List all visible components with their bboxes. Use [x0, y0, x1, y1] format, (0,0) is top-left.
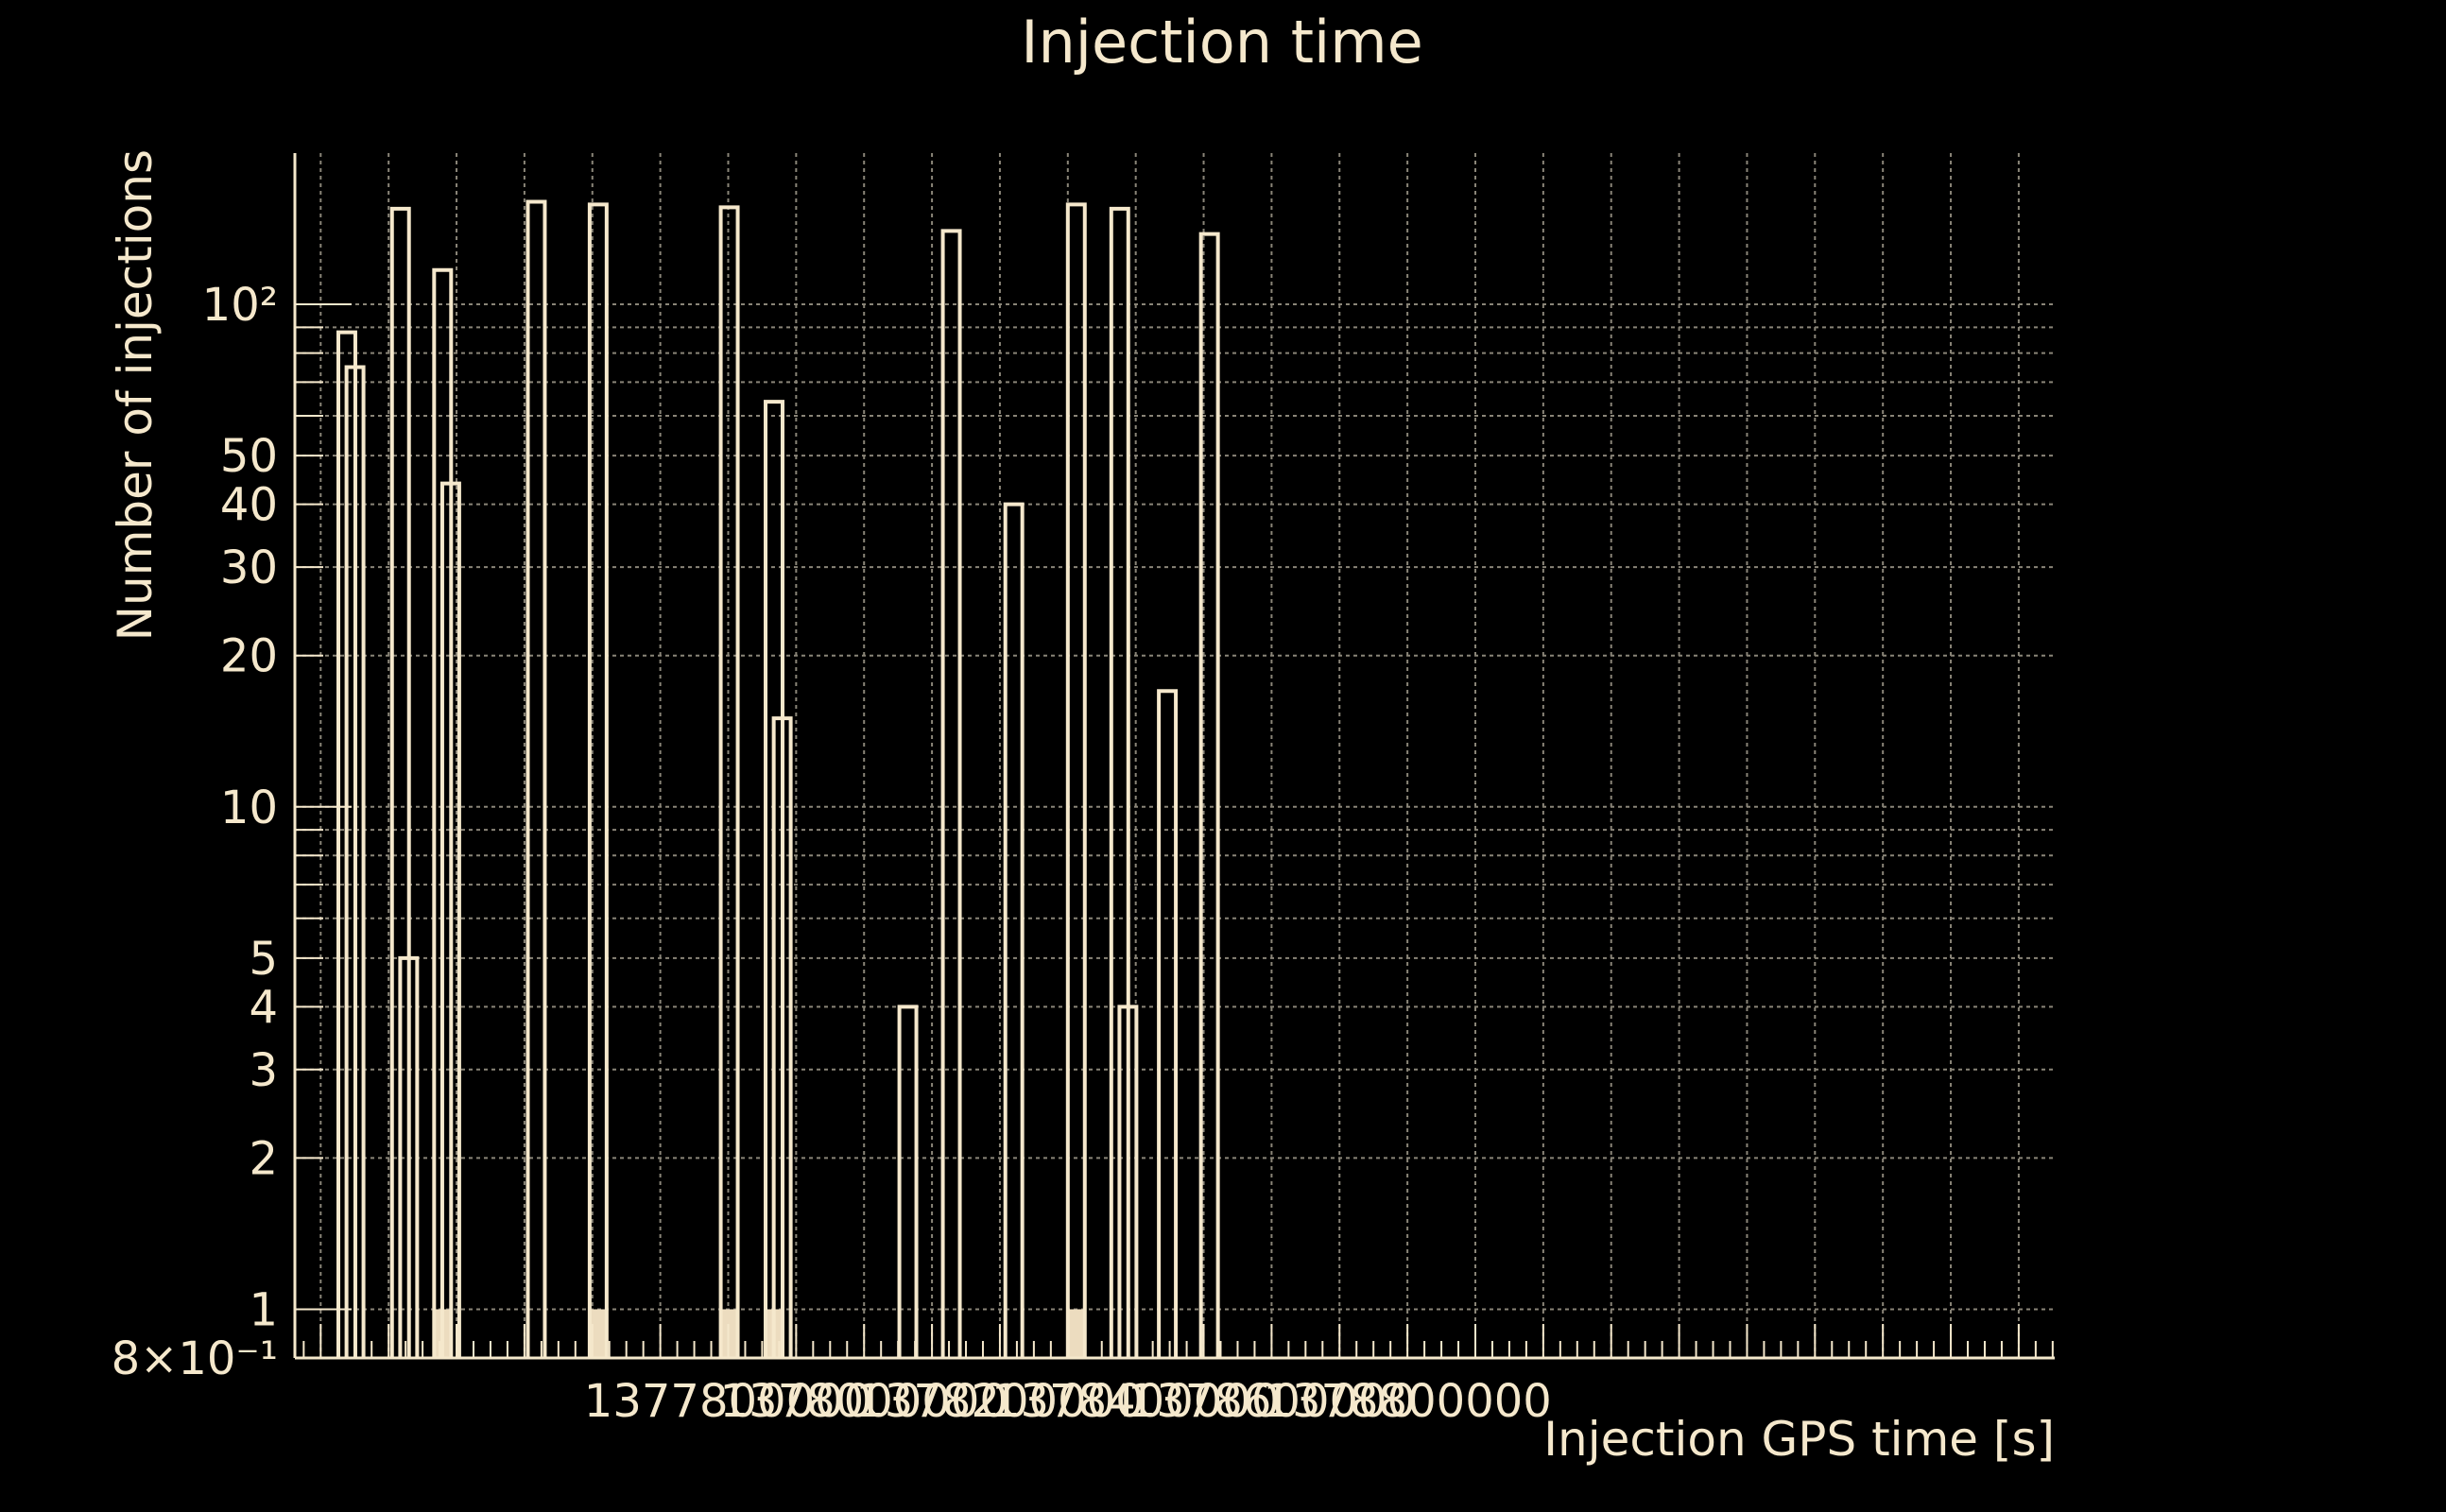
- chart-title: Injection time: [1021, 8, 1423, 77]
- histogram-bin: [1157, 689, 1179, 1358]
- x-tick-label: 1378800000: [1263, 1375, 1551, 1428]
- histogram-bin: [1198, 232, 1220, 1358]
- histogram-bin: [897, 1005, 919, 1358]
- y-tick-label: 40: [220, 479, 278, 532]
- histogram-bin: [389, 206, 411, 1358]
- histogram-bin: [439, 481, 461, 1358]
- y-tick-label: 5: [249, 933, 278, 986]
- histogram-bin: [1109, 206, 1130, 1358]
- y-tick-label: 4: [249, 981, 278, 1034]
- filled-bin: [1067, 1309, 1085, 1358]
- histogram-bars: [336, 199, 1220, 1358]
- y-tick-label: 8×10⁻¹: [112, 1332, 278, 1385]
- histogram-bin: [771, 716, 793, 1358]
- y-tick-label: 20: [220, 630, 278, 683]
- x-tick-label: 1378000000: [720, 1375, 1008, 1428]
- histogram-bin: [432, 267, 454, 1358]
- histogram-bin: [587, 202, 609, 1358]
- y-axis-label: Number of injections: [108, 149, 163, 641]
- y-tick-label: 3: [249, 1044, 278, 1097]
- x-axis-label: Injection GPS time [s]: [1543, 1412, 2055, 1467]
- x-tick-label: 1378400000: [991, 1375, 1280, 1428]
- histogram-bin: [525, 199, 547, 1358]
- y-tick-label: 30: [220, 541, 278, 594]
- y-tick-label: 2: [249, 1132, 278, 1185]
- y-tick-label: 50: [220, 430, 278, 483]
- histogram-bin: [398, 955, 420, 1358]
- filled-bin: [720, 1309, 738, 1358]
- histogram-bin: [1065, 202, 1087, 1358]
- histogram-bin: [718, 205, 740, 1358]
- histogram-bin: [764, 400, 784, 1358]
- y-tick-label: 10²: [202, 279, 278, 332]
- x-tick-label: 1378200000: [855, 1375, 1144, 1428]
- x-tick-label: 1377800000: [584, 1375, 872, 1428]
- x-tick-label: 1378600000: [1128, 1375, 1416, 1428]
- histogram-bin: [1003, 502, 1025, 1358]
- y-tick-label: 10: [220, 782, 278, 834]
- histogram-bin: [336, 330, 357, 1358]
- histogram-bin: [1117, 1005, 1139, 1358]
- histogram-bin: [940, 229, 962, 1358]
- y-tick-label: 1: [249, 1283, 278, 1336]
- histogram-bin: [344, 365, 366, 1358]
- filled-bin: [589, 1309, 607, 1358]
